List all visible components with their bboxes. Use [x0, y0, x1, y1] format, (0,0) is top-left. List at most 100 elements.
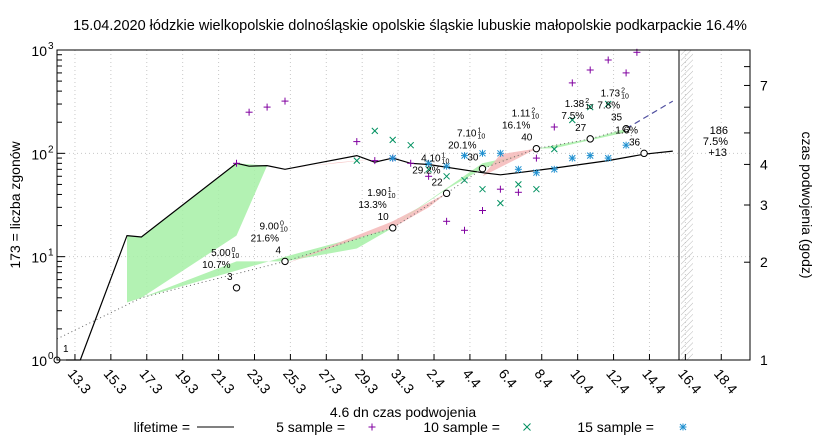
milestone-exponent: 1: [388, 187, 392, 194]
x-tick-label: 21.3: [208, 366, 238, 397]
x-tick-label: 2.4: [424, 366, 449, 391]
milestone-count: 3: [227, 272, 233, 283]
point-10-sample: [586, 103, 594, 111]
milestone-count: 1: [63, 344, 69, 355]
forecast-hatch-region: [681, 50, 693, 360]
milestone-circle: [478, 165, 487, 173]
y2-tick-label: 3: [760, 197, 768, 213]
milestone-circle: [586, 135, 594, 143]
point-15-sample: [443, 162, 451, 170]
point-10-sample: [443, 172, 450, 180]
milestone-count: 40: [521, 133, 533, 144]
x-tick-label: 29.3: [352, 366, 382, 397]
series-line-lifetime: [66, 150, 673, 361]
milestone-exponent: 0: [232, 247, 236, 254]
point-15-sample: [461, 152, 468, 160]
point-15-sample: [622, 141, 630, 149]
milestone-base: 10: [531, 114, 539, 121]
legend-label-lifetime: lifetime =: [134, 419, 190, 435]
milestone-percent: 13.3%: [358, 200, 386, 211]
y-tick-label: 10: [31, 250, 47, 266]
point-5-sample: [568, 79, 576, 87]
milestone-exponent: 2: [621, 88, 625, 95]
point-5-sample: [496, 185, 504, 193]
y-tick-exponent: 1: [48, 248, 54, 259]
forecast-delta: +13: [708, 147, 727, 159]
milestone-exponent: 2: [585, 98, 589, 105]
x-tick-label: 16.4: [675, 366, 705, 397]
forecast-value: 186: [710, 125, 728, 137]
point-5-sample: [461, 226, 468, 234]
legend-label-10-sample: 10 sample =: [423, 419, 500, 435]
growth-band: [141, 227, 393, 298]
x-tick-label: 25.3: [280, 366, 310, 397]
point-5-sample: [371, 157, 379, 165]
x-tick-label: 23.3: [244, 366, 274, 397]
milestone-circle: [442, 189, 451, 198]
point-5-sample: [550, 123, 558, 131]
milestone-value: 4.10: [421, 153, 441, 164]
chart-title: 15.04.2020 łódzkie wielkopolskie dolnośl…: [73, 18, 747, 34]
series-layer: [56, 100, 674, 361]
band-layer: [127, 128, 627, 303]
forecast-dashed-line: [625, 100, 674, 130]
point-10-sample: [407, 141, 415, 149]
point-5-sample: [425, 172, 433, 180]
point-10-sample: [389, 136, 397, 144]
x-tick-label: 8.4: [531, 366, 556, 391]
grid-layer: [57, 50, 750, 360]
x-tick-label: 18.4: [711, 366, 741, 397]
milestone-value: 1.73: [601, 89, 621, 100]
x-tick-label: 12.4: [603, 366, 633, 397]
milestone-base: 10: [232, 253, 240, 260]
x-tick-label: 31.3: [388, 366, 418, 397]
y-tick-label: 10: [31, 146, 47, 162]
milestone-count: 27: [575, 123, 587, 134]
milestone-percent: 1.6%: [615, 125, 638, 136]
milestone-percent: 7.5%: [561, 111, 584, 122]
point-5-sample: [263, 103, 271, 111]
point-10-sample: [371, 127, 379, 135]
x-tick-label: 4.4: [460, 366, 485, 391]
y-tick-label: 10: [31, 43, 47, 59]
point-5-sample: [353, 138, 361, 146]
y-tick-exponent: 3: [48, 41, 54, 52]
point-10-sample: [425, 165, 432, 173]
growth-band: [482, 148, 537, 177]
legend-swatch-5-sample: [368, 423, 376, 431]
milestone-circle: [640, 149, 648, 158]
y2-tick-layer: 1 2 3 4 7: [744, 49, 768, 368]
y2-tick-label: 2: [760, 254, 768, 270]
plot-frame: [56, 49, 751, 361]
y2-tick-label: 4: [760, 156, 768, 172]
point-10-sample: [479, 185, 486, 193]
legend-swatch-10-sample: [523, 423, 531, 431]
x-tick-label: 10.4: [567, 366, 597, 397]
point-5-sample: [532, 154, 540, 162]
point-10-sample: [515, 181, 522, 188]
milestone-value: 1.11: [512, 109, 531, 120]
point-10-sample: [497, 199, 504, 207]
x-tick-label: 19.3: [172, 366, 202, 397]
milestone-value: 1.38: [565, 99, 585, 110]
point-10-sample: [461, 176, 468, 184]
point-15-sample: [550, 165, 558, 173]
point-5-sample: [479, 207, 486, 214]
milestone-circle: [281, 257, 289, 266]
y-tick-exponent: 2: [48, 144, 54, 155]
point-5-sample: [604, 56, 612, 64]
point-10-sample: [604, 100, 612, 108]
y-axis-label: 173 = liczba zgonów: [7, 140, 23, 268]
legend-label-15-sample: 15 sample =: [577, 419, 654, 435]
x-tick-label: 13.3: [65, 366, 95, 397]
milestone-circle: [622, 125, 630, 133]
x-tick-label: 15.3: [101, 366, 131, 397]
point-15-sample: [496, 149, 504, 157]
milestone-exponent: 0: [280, 220, 284, 227]
milestone-base: 10: [621, 94, 629, 101]
milestone-base: 10: [477, 134, 485, 141]
milestone-circle: [532, 144, 541, 153]
